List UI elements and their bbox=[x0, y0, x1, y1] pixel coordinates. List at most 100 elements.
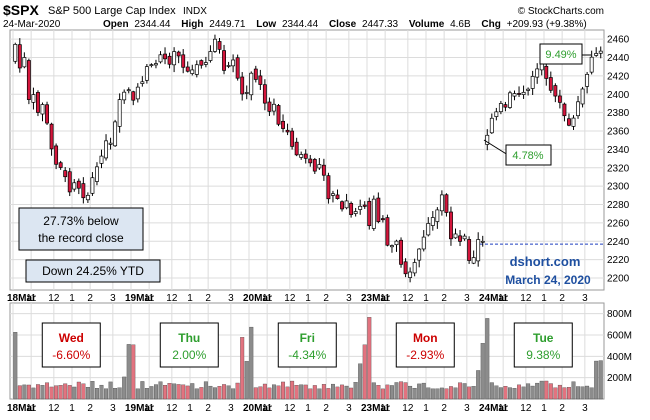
volume-bar bbox=[58, 385, 63, 400]
x-tick-label: 1 bbox=[423, 403, 429, 414]
x-tick-label: 24Mar bbox=[479, 293, 508, 304]
candle-body bbox=[49, 123, 54, 150]
day-name: Fri bbox=[300, 331, 315, 345]
volume-bar bbox=[349, 387, 354, 400]
day-name: Tue bbox=[533, 331, 554, 345]
candle-body bbox=[394, 240, 399, 246]
volume-bar bbox=[181, 384, 186, 400]
candle-body bbox=[54, 145, 59, 165]
volume-bar bbox=[507, 387, 512, 400]
volume-bar bbox=[203, 381, 208, 400]
candle-body bbox=[535, 68, 540, 78]
credit-site: dshort.com bbox=[510, 254, 581, 269]
quote-line: Open 2344.44 High 2449.71 Low 2344.44 Cl… bbox=[103, 19, 587, 30]
x-tick-label: 12 bbox=[48, 293, 60, 304]
volume-bar bbox=[54, 385, 59, 400]
volume-bar bbox=[426, 387, 431, 400]
candle-body bbox=[181, 54, 186, 68]
volume-bar bbox=[167, 383, 172, 400]
volume-bar bbox=[208, 385, 213, 400]
candle-body bbox=[335, 194, 340, 199]
volume-bar bbox=[45, 382, 50, 400]
candle-body bbox=[117, 99, 122, 127]
candle-body bbox=[213, 38, 217, 52]
price-tick-label: 2300 bbox=[607, 182, 630, 193]
candle-body bbox=[358, 205, 363, 210]
volume-bar bbox=[94, 388, 99, 400]
volume-bar bbox=[317, 388, 322, 400]
candle-body bbox=[95, 166, 99, 182]
volume-bar bbox=[158, 381, 163, 400]
chg-value: +209.93 (+9.38%) bbox=[507, 19, 587, 30]
volume-bar bbox=[408, 385, 413, 400]
x-tick-label: 1 bbox=[187, 293, 193, 304]
x-tick-label: 11 bbox=[380, 403, 391, 414]
day-box bbox=[395, 322, 455, 368]
x-tick-label: 23Mar bbox=[361, 293, 390, 304]
volume-bar bbox=[576, 386, 581, 400]
candle-body bbox=[458, 235, 462, 242]
candle-body bbox=[131, 91, 136, 101]
volume-tick-label: 600M bbox=[607, 331, 632, 342]
day-box bbox=[41, 322, 101, 368]
price-tick-label: 2220 bbox=[607, 255, 630, 266]
volume-bar bbox=[271, 384, 276, 400]
x-tick-label: 18Mar bbox=[7, 293, 36, 304]
x-tick-label: 11 bbox=[262, 293, 273, 304]
candle-body bbox=[340, 201, 344, 210]
candle-body bbox=[13, 44, 18, 62]
candle-body bbox=[385, 217, 390, 246]
volume-bar bbox=[439, 387, 444, 400]
volume-bar bbox=[553, 387, 558, 400]
x-tick-label: 12 bbox=[48, 403, 60, 414]
candle-body bbox=[226, 65, 231, 67]
volume-bar bbox=[430, 388, 435, 400]
x-tick-label: 2 bbox=[559, 403, 565, 414]
volume-bar bbox=[535, 382, 540, 400]
x-tick-label: 1 bbox=[305, 403, 311, 414]
candle-body bbox=[362, 204, 367, 207]
price-tick-label: 2420 bbox=[607, 71, 630, 82]
candle-body bbox=[222, 50, 226, 71]
volume-bar bbox=[104, 388, 109, 400]
volume-bar bbox=[122, 376, 127, 400]
candle-body bbox=[430, 217, 435, 226]
record-line-1: 27.73% below bbox=[43, 214, 119, 228]
volume-bar bbox=[231, 388, 236, 400]
candle-body bbox=[167, 55, 172, 65]
x-tick-label: 1 bbox=[541, 293, 547, 304]
volume-bar bbox=[385, 384, 390, 400]
volume-bar bbox=[199, 387, 204, 400]
volume-bar bbox=[598, 360, 603, 400]
candle-body bbox=[498, 103, 503, 113]
candle-body bbox=[326, 175, 331, 200]
volume-bar bbox=[222, 384, 227, 400]
candle-body bbox=[553, 85, 558, 97]
candle-body bbox=[76, 180, 81, 189]
candle-body bbox=[90, 177, 95, 194]
candle-body bbox=[185, 66, 190, 72]
candle-body bbox=[462, 235, 467, 240]
candle-body bbox=[144, 66, 149, 81]
price-tick-label: 2240 bbox=[607, 237, 630, 248]
candle-body bbox=[489, 117, 494, 134]
candle-body bbox=[240, 76, 245, 95]
candle-body bbox=[526, 88, 531, 91]
volume-bar bbox=[458, 382, 463, 400]
candle-body bbox=[176, 51, 181, 57]
candle-body bbox=[571, 117, 576, 127]
x-tick-label: 19Mar bbox=[125, 403, 154, 414]
candle-body bbox=[557, 95, 562, 103]
candle-body bbox=[449, 211, 453, 240]
volume-bar bbox=[476, 370, 481, 400]
x-tick-label: 3 bbox=[110, 293, 116, 304]
candle-body bbox=[412, 262, 417, 274]
candle-body bbox=[399, 239, 403, 265]
volume-bar bbox=[548, 383, 553, 400]
x-tick-label: 3 bbox=[110, 403, 116, 414]
x-tick-label: 1 bbox=[187, 403, 193, 414]
candle-body bbox=[476, 239, 481, 262]
candle-body bbox=[485, 134, 490, 145]
candle-body bbox=[467, 239, 472, 261]
x-tick-label: 1 bbox=[541, 403, 547, 414]
